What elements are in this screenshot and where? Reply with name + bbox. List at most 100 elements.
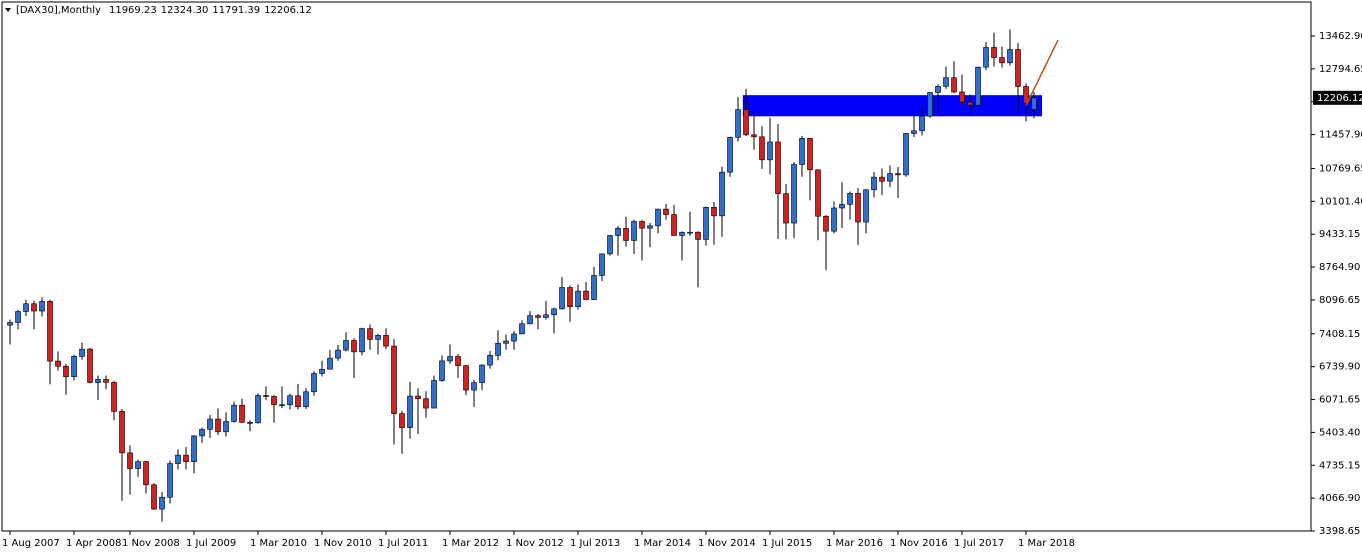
candle-body: [727, 137, 733, 173]
candle-body: [679, 232, 685, 236]
candle-body: [775, 141, 781, 194]
ohlc-value: 11791.39: [212, 5, 260, 16]
candle-body: [327, 357, 333, 370]
candle-body: [311, 373, 317, 393]
menu-arrow[interactable]: [5, 8, 11, 12]
candle-body: [607, 235, 613, 255]
x-tick-label: 1 Mar 2012: [442, 538, 499, 549]
candle-body: [287, 395, 293, 406]
candle-body: [991, 47, 997, 58]
candle-body: [87, 348, 93, 383]
candle-body: [1031, 97, 1037, 110]
candle-body: [647, 225, 653, 229]
x-tick-label: 1 Nov 2016: [890, 538, 948, 549]
candle-body: [15, 311, 21, 323]
candle-body: [335, 349, 341, 359]
y-tick-label: 3398.65: [1319, 526, 1360, 537]
candle-body: [303, 391, 309, 408]
ohlc-value: 12206.12: [264, 5, 312, 16]
x-tick-label: 1 Nov 2010: [314, 538, 372, 549]
candle-body: [167, 463, 173, 498]
candle-body: [215, 418, 221, 433]
candle-body: [231, 404, 237, 422]
candle-body: [839, 204, 845, 209]
candle-body: [207, 418, 213, 430]
candle-body: [567, 287, 573, 307]
candle-body: [919, 115, 925, 132]
candle-body: [487, 355, 493, 366]
candle-body: [503, 340, 509, 344]
candle-body: [759, 136, 765, 161]
candle-body: [143, 461, 149, 486]
candle-body: [911, 130, 917, 134]
candle-body: [943, 77, 949, 87]
candle-body: [951, 77, 957, 93]
x-tick-label: 1 Jul 2009: [186, 538, 236, 549]
candle-body: [119, 411, 125, 454]
candle-body: [959, 91, 965, 103]
candle-body: [319, 368, 325, 374]
candle-body: [807, 138, 813, 171]
candle-body: [383, 335, 389, 347]
candle-body: [615, 228, 621, 236]
candle-body: [391, 345, 397, 414]
candle-body: [511, 333, 517, 342]
y-tick-label: 13462.90: [1319, 31, 1362, 42]
candle-body: [735, 109, 741, 138]
candle-body: [871, 176, 877, 191]
candle-body: [783, 193, 789, 224]
x-tick-label: 1 Jul 2017: [954, 538, 1004, 549]
candle-body: [479, 364, 485, 383]
candle-body: [831, 207, 837, 232]
candle-body: [719, 171, 725, 217]
candle-body: [855, 193, 861, 223]
candle-body: [599, 253, 605, 276]
candle-body: [751, 134, 757, 138]
y-tick-label: 9433.15: [1319, 229, 1360, 240]
x-tick-label: 1 Mar 2010: [250, 538, 307, 549]
candle-body: [519, 323, 525, 335]
x-tick-label: 1 Nov 2012: [506, 538, 564, 549]
candle-body: [631, 221, 637, 241]
candle-body: [903, 133, 909, 176]
x-tick-label: 1 Jul 2013: [570, 538, 620, 549]
x-tick-label: 1 Jul 2011: [378, 538, 428, 549]
y-tick-label: 8764.90: [1319, 262, 1360, 273]
candle-body: [703, 206, 709, 240]
candle-body: [415, 395, 421, 400]
candle-body: [127, 452, 133, 469]
candle-body: [463, 365, 469, 391]
candle-body: [271, 396, 277, 406]
candle-body: [191, 435, 197, 462]
x-tick-label: 1 Nov 2008: [122, 538, 180, 549]
candle-body: [583, 290, 589, 300]
candle-body: [407, 395, 413, 428]
candle-body: [359, 328, 365, 353]
candle-body: [1007, 49, 1013, 64]
candle-body: [39, 301, 45, 312]
y-tick-label: 10101.40: [1319, 196, 1362, 207]
candle-body: [559, 287, 565, 310]
candle-body: [1023, 86, 1029, 104]
candle-body: [223, 421, 229, 433]
candle-body: [95, 379, 101, 383]
candle-body: [575, 290, 581, 307]
candle-body: [343, 340, 349, 351]
candle-body: [535, 315, 541, 318]
candle-body: [935, 86, 941, 93]
ohlc-value: 11969.23: [109, 5, 157, 16]
candle-body: [975, 66, 981, 106]
price-label: 12206.12: [1317, 93, 1362, 104]
candle-body: [471, 382, 477, 391]
chart-title: [DAX30],Monthly: [16, 5, 101, 16]
candle-body: [399, 413, 405, 428]
candle-body: [879, 176, 885, 182]
candle-body: [103, 379, 109, 383]
y-tick-label: 4066.90: [1319, 493, 1360, 504]
candle-body: [151, 484, 157, 510]
candle-body: [791, 164, 797, 224]
candle-body: [375, 335, 381, 340]
x-tick-label: 1 Mar 2016: [826, 538, 883, 549]
candle-body: [23, 303, 29, 312]
